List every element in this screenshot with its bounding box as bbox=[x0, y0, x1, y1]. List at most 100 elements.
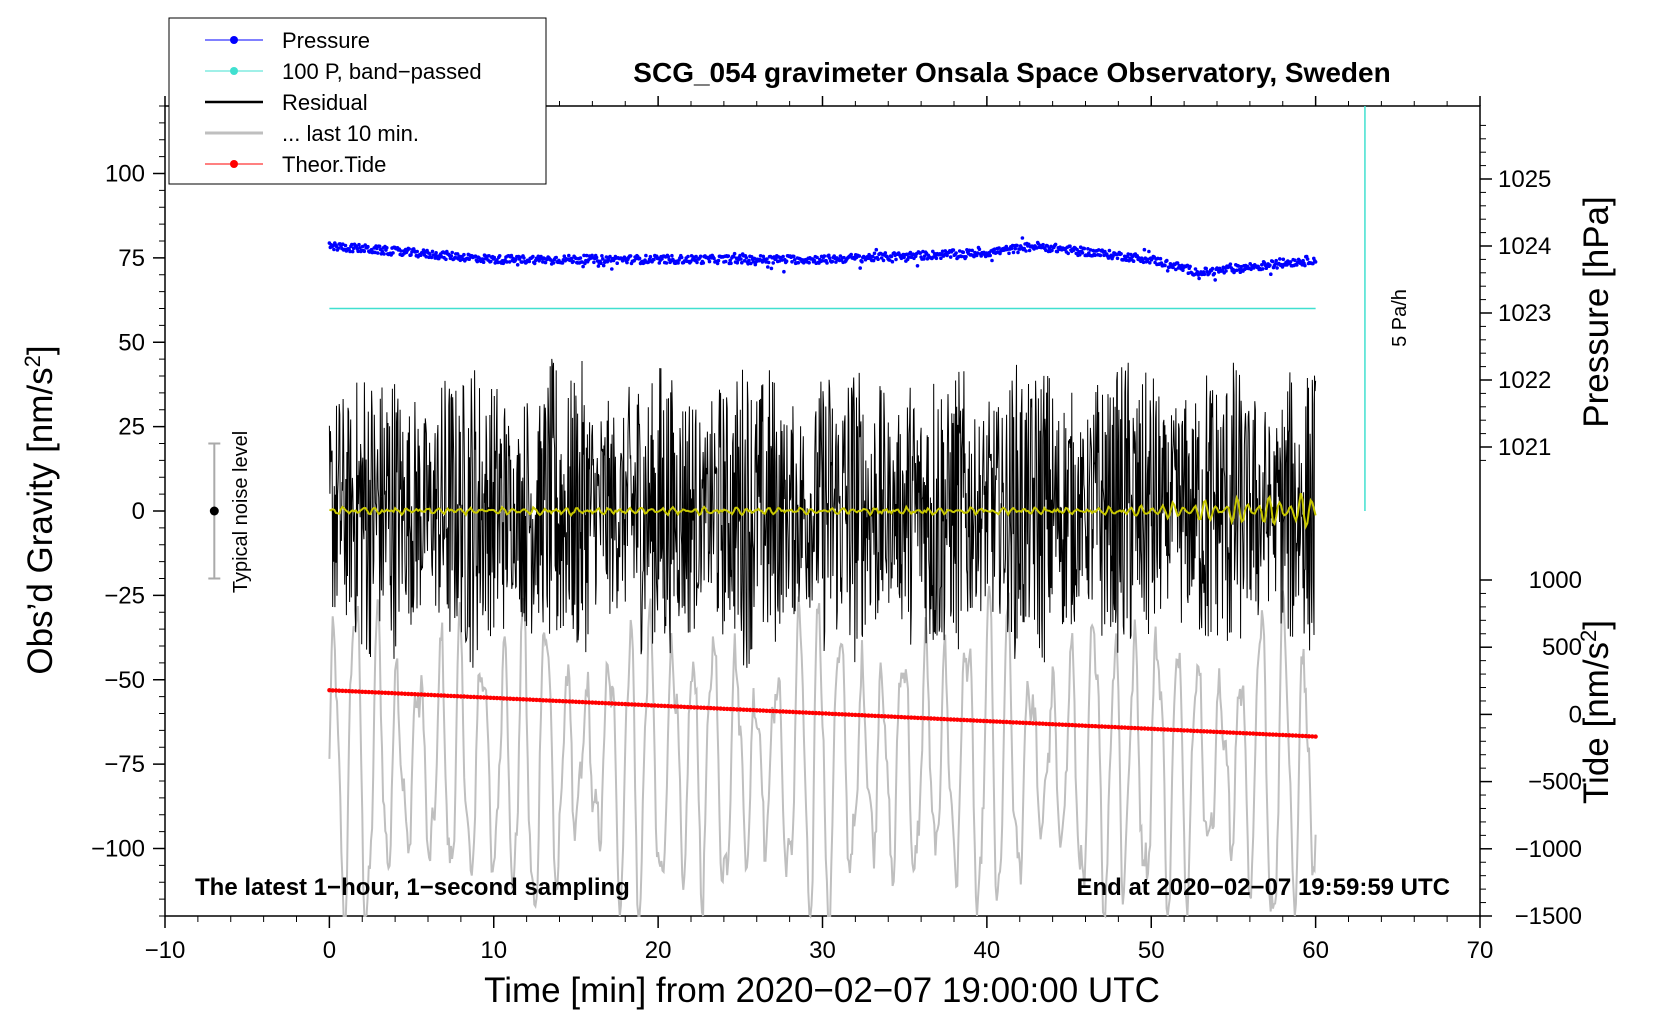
tide-point bbox=[629, 702, 634, 707]
pressure-point bbox=[959, 254, 964, 259]
pressure-point bbox=[1131, 259, 1136, 264]
tide-point bbox=[692, 705, 697, 710]
tide-point bbox=[1195, 728, 1200, 734]
tide-point bbox=[392, 691, 398, 696]
tide-point bbox=[544, 698, 549, 703]
tide-point bbox=[554, 698, 559, 704]
tide-point bbox=[665, 703, 671, 709]
tide-point bbox=[846, 712, 851, 717]
tide-point bbox=[1014, 720, 1019, 725]
pressure-point bbox=[437, 256, 441, 261]
noise-bar-center bbox=[209, 506, 219, 516]
pressure-point bbox=[812, 258, 817, 263]
tide-point bbox=[570, 699, 575, 704]
pressure-point bbox=[594, 255, 599, 260]
y-tick-label: −75 bbox=[104, 751, 145, 778]
tide-point bbox=[879, 714, 884, 719]
tide-point bbox=[632, 702, 638, 707]
tide-point bbox=[1066, 722, 1072, 728]
tide-point bbox=[340, 688, 345, 693]
pressure-point bbox=[351, 246, 356, 250]
pressure-point bbox=[765, 257, 769, 261]
tide-point bbox=[1119, 725, 1124, 730]
tide-point bbox=[734, 707, 740, 712]
pressure-point bbox=[905, 252, 909, 257]
pressure-point bbox=[1159, 261, 1164, 265]
pressure-point bbox=[522, 256, 526, 260]
pressure-point bbox=[766, 265, 770, 269]
tide-point bbox=[639, 702, 644, 708]
pressure-point bbox=[489, 259, 493, 264]
pressure-point bbox=[331, 243, 335, 248]
tide-point bbox=[379, 690, 385, 695]
pressure-point bbox=[1027, 248, 1032, 253]
pressure-point bbox=[571, 259, 575, 264]
tide-point bbox=[784, 709, 789, 714]
pressure-point bbox=[758, 254, 763, 258]
tide-point bbox=[1165, 727, 1170, 732]
tide-point bbox=[754, 708, 759, 713]
tide-point bbox=[1024, 720, 1029, 726]
tide-point bbox=[701, 705, 707, 710]
y-tick-label: 100 bbox=[105, 161, 145, 188]
tide-point bbox=[524, 697, 529, 702]
pressure-point bbox=[580, 260, 584, 264]
x-tick-label: 60 bbox=[1302, 937, 1329, 964]
last-10-min-line bbox=[328, 585, 1317, 920]
pressure-point bbox=[1273, 262, 1278, 266]
pressure-point bbox=[951, 248, 956, 252]
tide-point bbox=[337, 688, 342, 693]
pressure-point bbox=[870, 254, 875, 259]
tide-point bbox=[491, 695, 496, 701]
pressure-point bbox=[1165, 258, 1169, 263]
tide-point bbox=[435, 693, 441, 698]
pressure-point bbox=[764, 260, 768, 264]
noise-level-label: Typical noise level bbox=[230, 431, 252, 593]
tide-point bbox=[780, 709, 786, 714]
tide-point bbox=[1080, 723, 1085, 728]
tide-point bbox=[363, 689, 368, 695]
legend-item: Pressure bbox=[205, 28, 370, 53]
tide-point bbox=[1109, 724, 1115, 730]
tide-point bbox=[892, 714, 897, 719]
tide-axis-title: Tide [nm/s2] bbox=[1576, 620, 1616, 804]
pressure-point bbox=[858, 266, 862, 270]
tide-point bbox=[1231, 730, 1236, 735]
pressure-point bbox=[970, 248, 974, 253]
tide-point bbox=[613, 701, 618, 706]
tide-point bbox=[560, 699, 565, 704]
tide-point bbox=[876, 713, 881, 719]
tide-point bbox=[517, 697, 523, 702]
tide-point bbox=[616, 701, 621, 706]
tide-point bbox=[774, 709, 779, 714]
tide-point bbox=[915, 715, 920, 721]
pressure-point bbox=[1270, 259, 1275, 264]
tide-point bbox=[810, 710, 815, 716]
pressure-point bbox=[434, 251, 438, 255]
pressure-point bbox=[1066, 251, 1070, 256]
tide-point bbox=[642, 702, 648, 708]
tide-point bbox=[498, 696, 503, 701]
tide-point bbox=[1198, 729, 1203, 734]
y-tick-label: 0 bbox=[132, 498, 145, 525]
pressure-point bbox=[562, 254, 567, 258]
tide-point bbox=[1283, 733, 1289, 738]
tide-point bbox=[609, 701, 615, 706]
pressure-point bbox=[781, 254, 785, 259]
pressure-point bbox=[399, 249, 403, 253]
pressure-point bbox=[1077, 249, 1081, 254]
tide-point bbox=[1020, 720, 1026, 725]
tide-point bbox=[1264, 732, 1269, 737]
pressure-point bbox=[531, 254, 535, 259]
tide-point bbox=[853, 712, 858, 718]
tide-point bbox=[705, 705, 710, 711]
y-axis-ticks: 100 75 50 25 0 −25 −50 −75 −100 bbox=[91, 105, 165, 917]
pressure-point bbox=[1260, 263, 1264, 267]
pressure-point bbox=[480, 257, 485, 261]
tide-point bbox=[964, 718, 970, 723]
scale-bar-label: 5 Pa/h bbox=[1389, 289, 1411, 347]
tide-point bbox=[353, 689, 358, 694]
pressure-point bbox=[774, 257, 778, 261]
tide-point bbox=[1053, 722, 1059, 727]
tide-point bbox=[386, 690, 391, 696]
